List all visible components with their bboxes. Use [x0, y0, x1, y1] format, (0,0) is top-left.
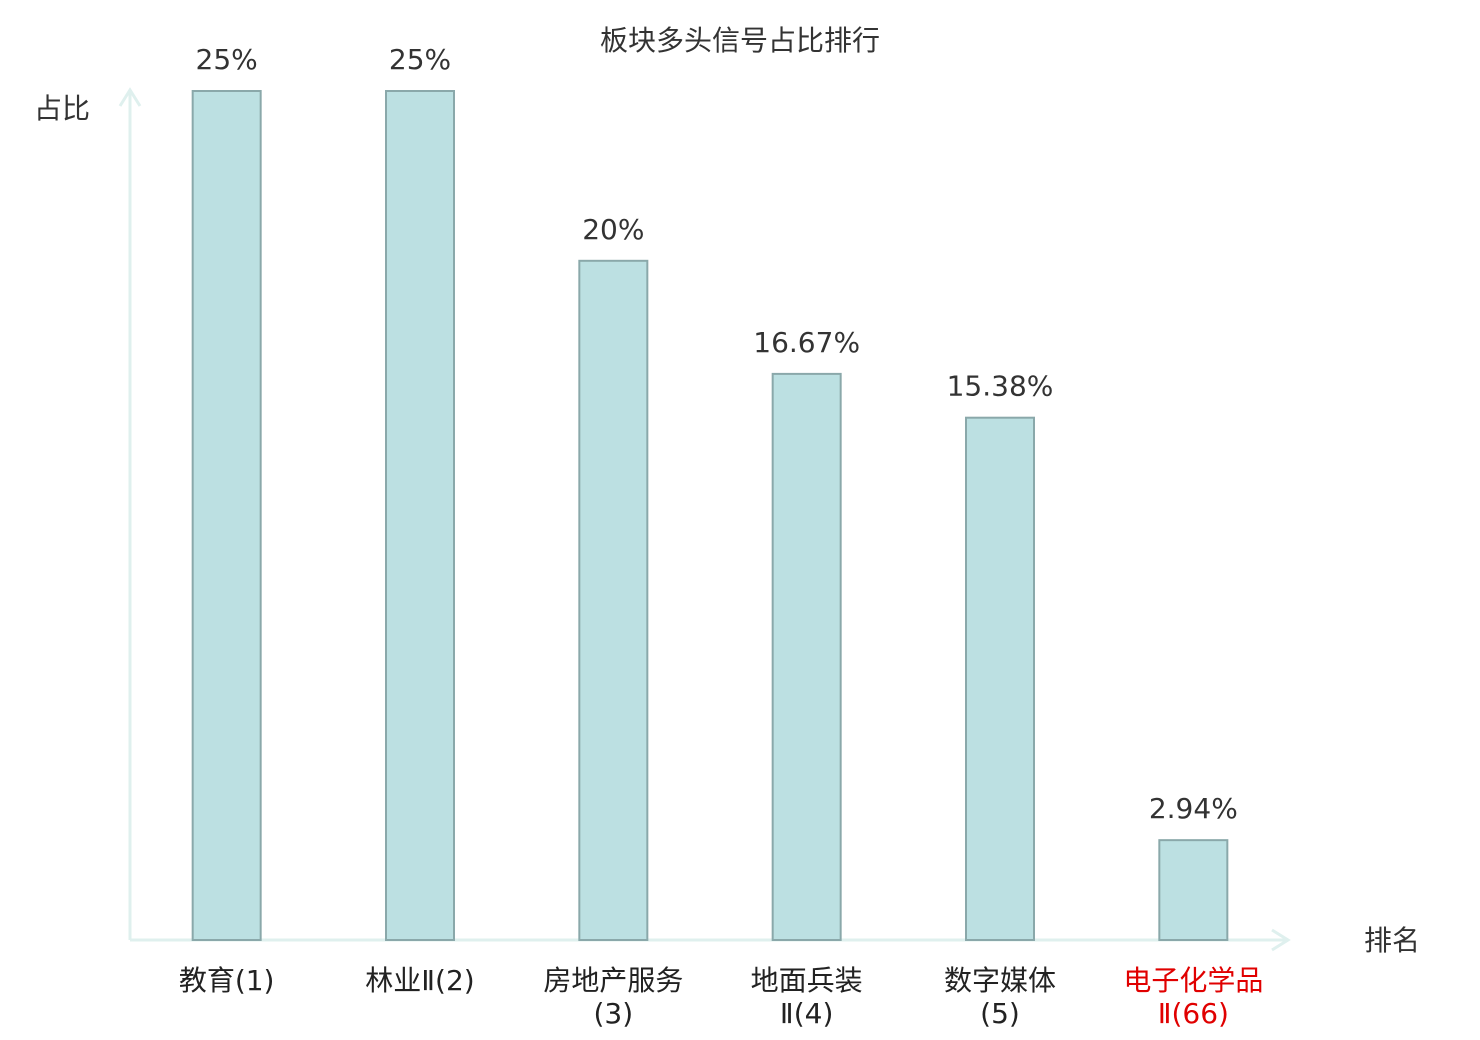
value-label: 20% [582, 213, 644, 246]
x-axis-label: 排名 [1364, 924, 1420, 957]
x-tick-label: 数字媒体(5) [943, 964, 1056, 1030]
x-tick-label: 林业Ⅱ(2) [365, 964, 475, 997]
value-label: 25% [196, 43, 258, 76]
bar [385, 90, 455, 941]
x-tick-label: 房地产服务(3) [543, 964, 684, 1030]
bar [578, 259, 649, 941]
chart-title: 板块多头信号占比排行 [600, 24, 880, 57]
y-axis-label: 占比 [34, 92, 90, 125]
x-tick-label: 教育(1) [178, 964, 275, 997]
y-axis-arrow [118, 87, 142, 107]
value-label: 15.38% [947, 370, 1054, 403]
x-tick-label: 地面兵装Ⅱ(4) [750, 964, 863, 1030]
x-tick-label: 电子化学品Ⅱ(66) [1123, 964, 1264, 1030]
x-axis-arrow [1271, 928, 1291, 952]
value-label: 16.67% [753, 326, 860, 359]
value-label: 25% [389, 43, 451, 76]
bar [965, 416, 1035, 941]
bar [1158, 839, 1229, 941]
axes [118, 87, 1291, 952]
value-label: 2.94% [1149, 792, 1238, 825]
bar [191, 90, 262, 941]
bar [771, 372, 842, 942]
